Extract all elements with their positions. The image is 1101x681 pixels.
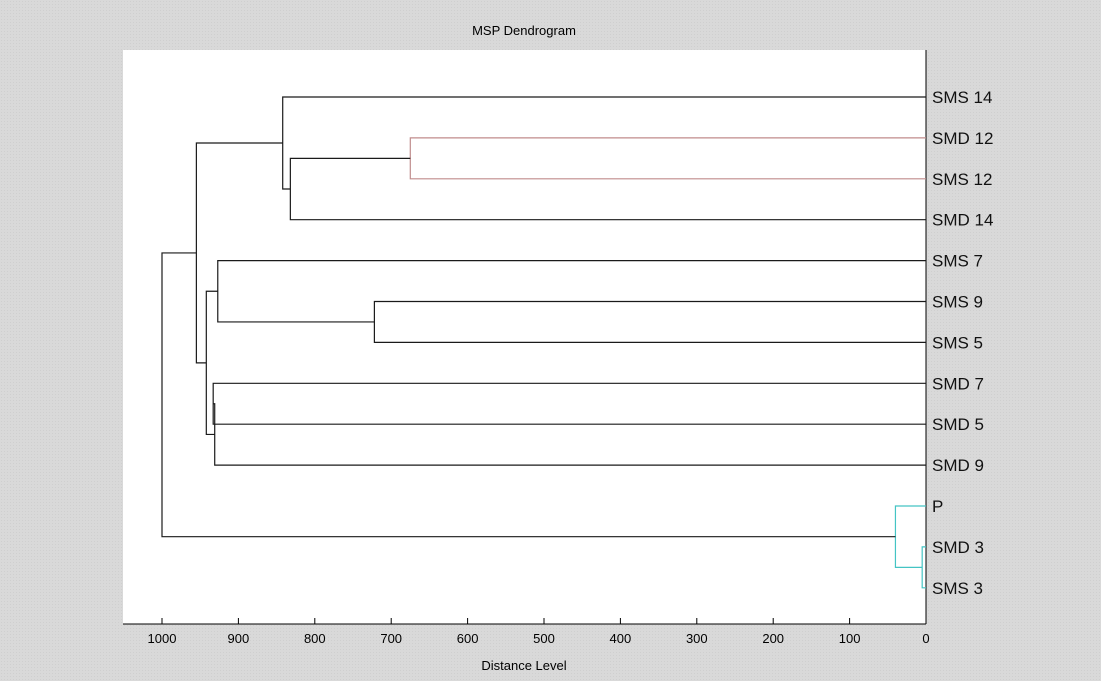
- x-tick-label: 0: [922, 631, 929, 646]
- x-tick-label: 900: [228, 631, 250, 646]
- dendrogram-link-m12: [161, 252, 896, 538]
- leaf-label: SMD 3: [932, 538, 984, 557]
- x-tick-label: 100: [839, 631, 861, 646]
- leaf-label: SMS 12: [932, 170, 992, 189]
- leaf-label: SMS 14: [932, 88, 992, 107]
- leaf-label: SMS 7: [932, 252, 983, 271]
- leaf-label: SMS 5: [932, 333, 983, 352]
- x-tick-label: 400: [610, 631, 632, 646]
- leaf-label: SMS 9: [932, 293, 983, 312]
- x-axis-ticks: 1000 900 800 700 600 500 400 300 200 100 0: [148, 618, 930, 646]
- leaf-label: P: [932, 497, 943, 516]
- x-tick-label: 300: [686, 631, 708, 646]
- leaf-label: SMD 14: [932, 211, 993, 230]
- x-tick-label: 700: [380, 631, 402, 646]
- leaf-label: SMD 9: [932, 456, 984, 475]
- leaf-labels: SMS 14 SMD 12 SMS 12 SMD 14 SMS 7 SMS 9 SMS 5 S…: [932, 88, 993, 598]
- x-tick-label: 600: [457, 631, 479, 646]
- dendrogram-links: [161, 96, 926, 589]
- x-tick-label: 1000: [148, 631, 177, 646]
- x-tick-label: 500: [533, 631, 555, 646]
- x-tick-label: 200: [762, 631, 784, 646]
- leaf-label: SMS 3: [932, 579, 983, 598]
- x-axis-label: Distance Level: [481, 658, 566, 673]
- leaf-label: SMD 5: [932, 415, 984, 434]
- leaf-label: SMD 12: [932, 129, 993, 148]
- plot-area: [123, 50, 926, 624]
- chart-title: MSP Dendrogram: [472, 23, 576, 38]
- x-tick-label: 800: [304, 631, 326, 646]
- leaf-label: SMD 7: [932, 374, 984, 393]
